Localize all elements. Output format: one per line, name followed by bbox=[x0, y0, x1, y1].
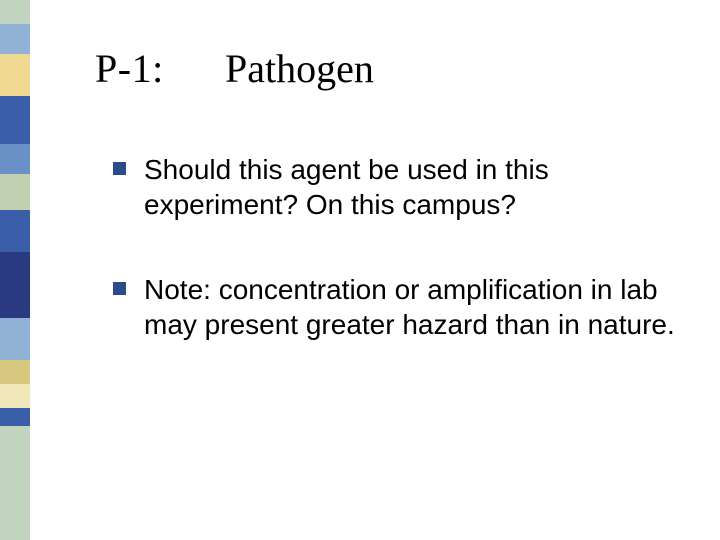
sidebar-block bbox=[0, 426, 30, 540]
sidebar-block bbox=[0, 54, 30, 96]
sidebar-block bbox=[0, 384, 30, 408]
square-bullet-icon bbox=[113, 282, 126, 295]
title-prefix: P-1: bbox=[95, 45, 225, 92]
sidebar-block bbox=[0, 408, 30, 426]
bullet-text: Note: concentration or amplification in … bbox=[144, 272, 680, 342]
square-bullet-icon bbox=[113, 162, 126, 175]
sidebar-block bbox=[0, 210, 30, 252]
sidebar-block bbox=[0, 144, 30, 174]
slide-content: P-1: Pathogen Should this agent be used … bbox=[95, 45, 680, 392]
sidebar-block bbox=[0, 252, 30, 318]
sidebar-block bbox=[0, 96, 30, 144]
sidebar-block bbox=[0, 174, 30, 210]
sidebar-block bbox=[0, 360, 30, 384]
sidebar-block bbox=[0, 0, 30, 24]
bullet-text: Should this agent be used in this experi… bbox=[144, 152, 680, 222]
list-item: Note: concentration or amplification in … bbox=[113, 272, 680, 342]
sidebar-block bbox=[0, 24, 30, 54]
bullet-list: Should this agent be used in this experi… bbox=[113, 152, 680, 342]
list-item: Should this agent be used in this experi… bbox=[113, 152, 680, 222]
decorative-sidebar bbox=[0, 0, 30, 540]
slide-title: P-1: Pathogen bbox=[95, 45, 680, 92]
title-main: Pathogen bbox=[225, 45, 374, 92]
sidebar-block bbox=[0, 318, 30, 360]
